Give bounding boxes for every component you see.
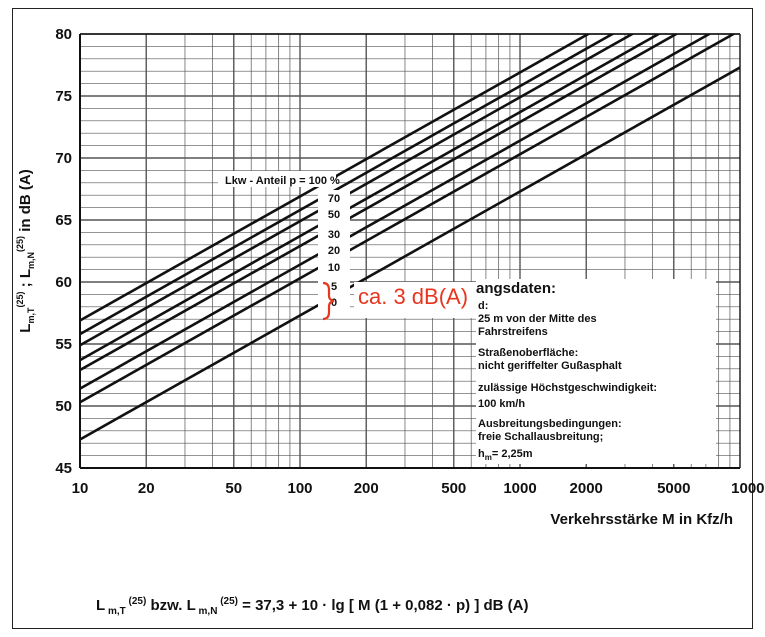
info-line: Fahrstreifens xyxy=(478,326,548,338)
info-line: Straßenoberfläche: xyxy=(478,347,578,359)
y-label-L2: L xyxy=(17,269,34,278)
formula-mid: bzw. L xyxy=(146,597,196,614)
legend-label-p0: 0 xyxy=(331,297,337,309)
y-label-sup1: (25) xyxy=(15,292,25,308)
y-label-sub1: m,T xyxy=(26,307,36,324)
annotation-bg xyxy=(354,282,544,318)
info-line: 25 m von der Mitte des xyxy=(478,313,597,325)
chart-axes xyxy=(79,33,741,469)
y-label-sep: ; xyxy=(17,278,34,291)
y-tick-label: 45 xyxy=(55,460,72,477)
annotation-label: ca. 3 dB(A) xyxy=(358,284,468,309)
formula-sub1: m,T xyxy=(105,606,126,617)
x-tick-label: 10000 xyxy=(731,480,765,497)
x-axis-label: Verkehrsstärke M in Kfz/h xyxy=(550,511,733,528)
info-line-rest: = 2,25m xyxy=(492,448,533,460)
x-tick-label: 20 xyxy=(138,480,155,497)
chart-overlay: Lkw - Anteil p = 100 %705030201050angsda… xyxy=(218,171,716,464)
y-tick-label: 75 xyxy=(55,88,72,105)
x-tick-label: 1000 xyxy=(503,480,536,497)
info-line: angsdaten: xyxy=(476,280,556,297)
formula-L1: L xyxy=(96,597,106,614)
legend-label-p70: 70 xyxy=(328,193,340,205)
legend-label-p50: 50 xyxy=(328,209,340,221)
info-line: hm= 2,25m xyxy=(478,448,533,462)
formula-sup1: (25) xyxy=(125,596,147,607)
y-tick-label: 60 xyxy=(55,274,72,291)
info-line: zulässige Höchstgeschwindigkeit: xyxy=(478,382,657,394)
y-tick-label: 55 xyxy=(55,336,72,353)
info-line: 100 km/h xyxy=(478,398,525,410)
x-tick-label: 100 xyxy=(287,480,312,497)
x-tick-label: 200 xyxy=(354,480,379,497)
y-label-sub2: m,N xyxy=(26,252,36,269)
y-label-L1: L xyxy=(17,324,34,333)
legend-label-p5: 5 xyxy=(331,281,337,293)
formula-sub2: m,N xyxy=(195,606,218,617)
series-line-p30 xyxy=(80,34,662,362)
series-line-p5 xyxy=(80,34,737,404)
legend-label-p20: 20 xyxy=(328,245,340,257)
x-tick-label: 500 xyxy=(441,480,466,497)
info-line: Ausbreitungsbedingungen: xyxy=(478,418,622,430)
series-lines xyxy=(80,34,740,441)
y-tick-label: 80 xyxy=(55,26,72,43)
info-line-sub: m xyxy=(485,453,492,462)
x-tick-label: 50 xyxy=(225,480,242,497)
y-label-sup2: (25) xyxy=(15,236,25,252)
legend-values-bg xyxy=(318,190,350,314)
series-line-p50 xyxy=(80,34,635,347)
series-line-p0 xyxy=(80,66,740,441)
x-tick-label: 5000 xyxy=(657,480,690,497)
legend-header: Lkw - Anteil p = 100 % xyxy=(225,175,340,187)
formula-sup2: (25) xyxy=(217,596,238,607)
series-line-p100 xyxy=(80,34,591,322)
y-axis-label: Lm,T(25) ; Lm,N(25) in dB (A) xyxy=(15,169,36,332)
y-tick-label: 70 xyxy=(55,150,72,167)
legend-header-bg xyxy=(218,171,336,187)
figure-frame xyxy=(12,8,753,629)
info-line: freie Schallausbreitung; xyxy=(478,431,603,443)
info-line: nicht geriffelter Gußasphalt xyxy=(478,360,622,372)
y-tick-label: 50 xyxy=(55,398,72,415)
legend-label-p10: 10 xyxy=(328,262,340,274)
info-line-main: h xyxy=(478,448,485,460)
info-line: d: xyxy=(478,300,488,312)
y-tick-label: 65 xyxy=(55,212,72,229)
annotation-brace xyxy=(322,281,335,321)
series-line-p70 xyxy=(80,34,616,336)
legend-label-p30: 30 xyxy=(328,229,340,241)
series-line-p20 xyxy=(80,34,679,372)
x-tick-label: 2000 xyxy=(570,480,603,497)
formula: L m,T (25) bzw. L m,N (25) = 37,3 + 10 ·… xyxy=(96,596,528,617)
y-label-unit: in dB (A) xyxy=(17,169,34,236)
formula-rest: = 37,3 + 10 · lg [ M (1 + 0,082 · p) ] d… xyxy=(237,597,529,614)
x-tick-label: 10 xyxy=(72,480,89,497)
series-line-p10 xyxy=(80,34,712,390)
